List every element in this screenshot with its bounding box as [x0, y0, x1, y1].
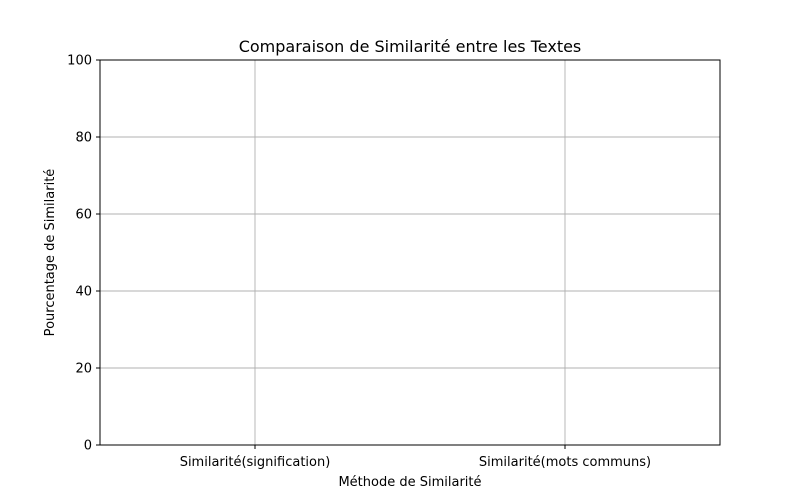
y-axis-title: Pourcentage de Similarité [43, 169, 58, 337]
y-tick-label: 80 [75, 131, 92, 146]
y-tick-label: 20 [75, 362, 92, 377]
grid [100, 59, 720, 446]
y-tick-label: 40 [75, 285, 92, 300]
x-tick-label: Similarité(signification) [180, 455, 331, 470]
y-axis: 0 20 40 60 80 100 [67, 54, 100, 454]
x-tick-label: Similarité(mots communs) [479, 455, 651, 470]
x-axis: Similarité(signification) Similarité(mots… [180, 445, 651, 470]
chart-title: Comparaison de Similarité entre les Text… [239, 37, 582, 56]
y-tick-label: 100 [67, 54, 92, 69]
plot-area-frame [99, 59, 721, 446]
y-tick-label: 0 [84, 439, 92, 454]
y-tick-label: 60 [75, 208, 92, 223]
x-axis-title: Méthode de Similarité [338, 475, 481, 490]
